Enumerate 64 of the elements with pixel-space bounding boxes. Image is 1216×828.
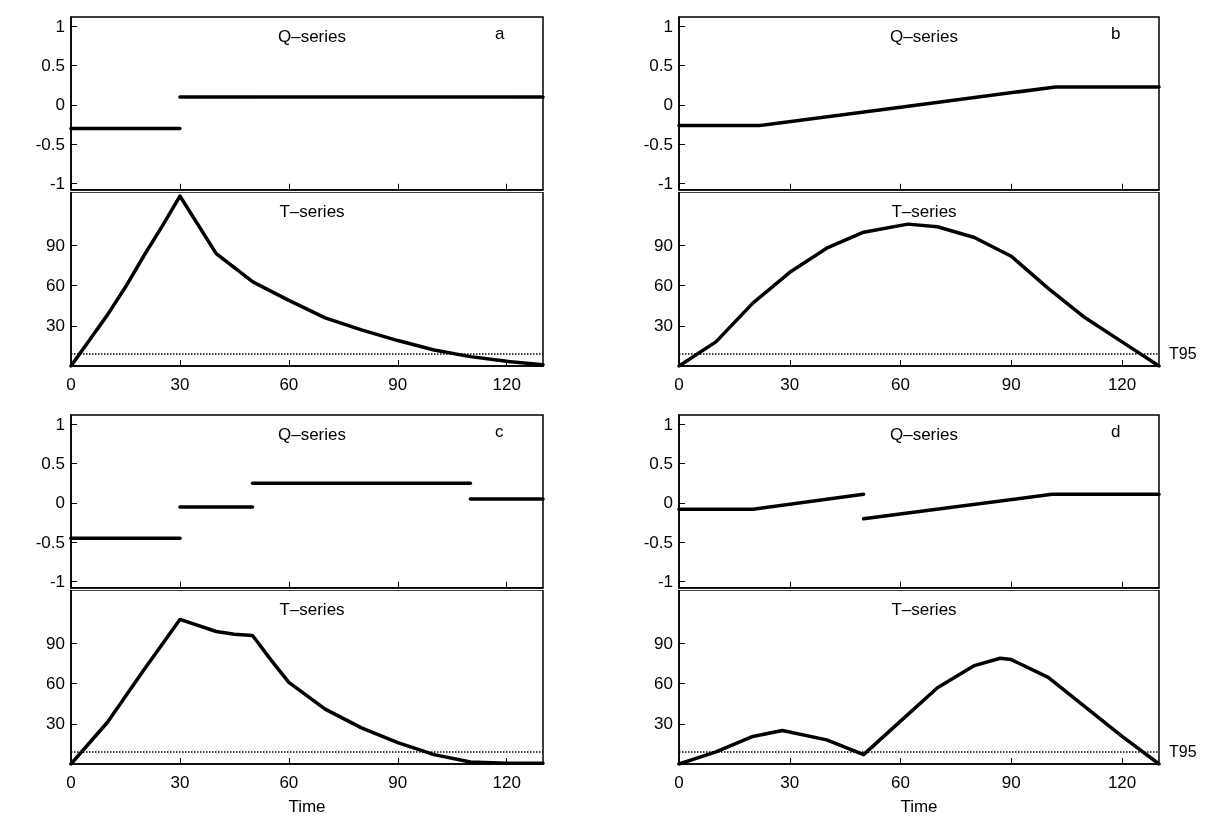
y-tick-label: -0.5 — [643, 134, 673, 154]
y-tick-label: 0 — [663, 493, 673, 513]
y-tick-label: -0.5 — [35, 532, 65, 552]
annotation: b — [1111, 24, 1121, 43]
x-tick-label: 90 — [388, 773, 408, 792]
y-tick-label: 90 — [46, 634, 65, 654]
y-tick-label: 30 — [654, 316, 673, 336]
x-tick-label: 90 — [1001, 773, 1021, 792]
x-tick-label: 120 — [492, 773, 521, 792]
y-tick-label: -1 — [657, 174, 673, 193]
text: Q–series — [277, 425, 347, 444]
ref-line-label: T95 — [1169, 345, 1197, 363]
x-tick-label: 30 — [170, 375, 190, 394]
y-tick-label: 30 — [46, 316, 65, 336]
y-tick-label: 0.5 — [41, 454, 65, 474]
y-tick-label: -0.5 — [643, 532, 673, 552]
x-tick-label: 60 — [891, 773, 910, 792]
ref-line-label: T95 — [1169, 743, 1197, 761]
y-tick-label: -1 — [657, 572, 673, 591]
text: T–series — [891, 600, 957, 619]
y-tick-label: 30 — [46, 714, 65, 734]
x-tick-label: 90 — [388, 375, 408, 394]
text: T–series — [891, 202, 957, 221]
y-tick-label: 0.5 — [649, 56, 673, 76]
y-tick-label: 60 — [46, 276, 65, 296]
y-tick-label: 0.5 — [41, 56, 65, 76]
y-tick-label: 0 — [663, 95, 673, 115]
text: T–series — [279, 202, 345, 221]
x-tick-label: 60 — [891, 375, 910, 394]
annotation: d — [1111, 422, 1121, 441]
y-tick-label: 0.5 — [649, 454, 673, 474]
text: Q–series — [889, 27, 959, 46]
annotation: c — [495, 422, 504, 441]
y-tick-label: -1 — [49, 572, 65, 591]
y-tick-label: 1 — [663, 414, 673, 434]
y-tick-label: 90 — [654, 236, 673, 256]
text: T–series — [279, 600, 345, 619]
y-tick-label: 30 — [654, 714, 673, 734]
y-tick-label: 1 — [663, 16, 673, 36]
x-tick-label: 120 — [492, 375, 521, 394]
x-tick-label: 30 — [170, 773, 190, 792]
x-tick-label: 60 — [279, 773, 299, 792]
text: Q–series — [889, 425, 959, 444]
y-tick-label: 90 — [654, 634, 673, 654]
x-tick-label: 30 — [780, 375, 800, 394]
x-tick-label: 120 — [1107, 375, 1137, 394]
x-tick-label: 60 — [279, 375, 299, 394]
x-tick-label: 30 — [780, 773, 800, 792]
y-tick-label: 1 — [55, 414, 65, 434]
y-tick-label: 60 — [654, 674, 673, 694]
y-tick-label: -0.5 — [35, 134, 65, 154]
annotation: a — [495, 24, 505, 43]
y-tick-label: 60 — [46, 674, 65, 694]
y-tick-label: 60 — [654, 276, 673, 296]
x-axis-title: Time — [288, 797, 326, 816]
y-tick-label: 1 — [55, 16, 65, 36]
text: Q–series — [277, 27, 347, 46]
x-tick-label: 90 — [1001, 375, 1021, 394]
y-tick-label: 90 — [46, 236, 65, 256]
y-tick-label: -1 — [49, 174, 65, 193]
x-axis-title: Time — [900, 797, 938, 816]
y-tick-label: 0 — [55, 493, 65, 513]
y-tick-label: 0 — [55, 95, 65, 115]
x-tick-label: 120 — [1107, 773, 1137, 792]
